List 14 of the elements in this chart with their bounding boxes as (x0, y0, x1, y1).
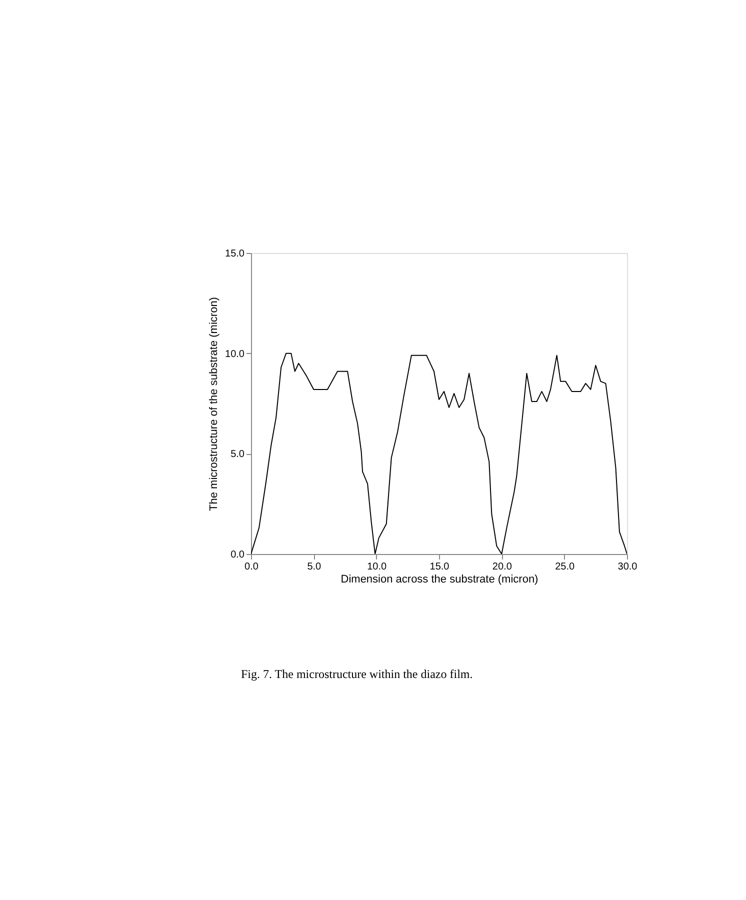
y-axis-title: The microstructure of the substrate (micron) (208, 297, 220, 511)
y-tick-label: 5.0 (230, 449, 245, 460)
x-tick-label: 20.0 (492, 562, 512, 572)
x-tick-label: 5.0 (307, 562, 322, 572)
x-axis-title: Dimension across the substrate (micron) (340, 574, 538, 586)
y-tick-label: 10.0 (225, 348, 245, 360)
y-tick-label: 0.0 (230, 550, 245, 560)
caption: Fig. 7. The microstructure within the diazo film. (241, 667, 473, 681)
y-tick-label: 15.0 (225, 248, 245, 260)
x-tick-label: 15.0 (430, 562, 450, 572)
x-tick-label: 0.0 (244, 562, 259, 572)
x-tick-label: 10.0 (367, 562, 387, 572)
x-tick-label: 25.0 (555, 562, 575, 572)
x-tick-label: 30.0 (618, 562, 638, 572)
